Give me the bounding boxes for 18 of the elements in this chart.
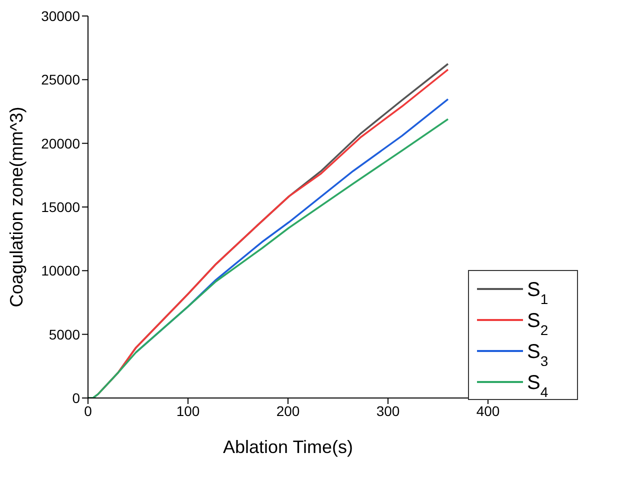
y-tick-label: 10000 <box>41 262 80 279</box>
legend-label: S$_{4}$ <box>527 372 548 400</box>
x-tick-label: 100 <box>176 402 200 419</box>
legend-label: S$_{2}$ <box>527 310 548 338</box>
legend-label: S$_{1}$ <box>527 278 548 306</box>
x-axis-title: Ablation Time(s) <box>222 437 354 457</box>
y-tick-label: 0 <box>72 390 80 406</box>
x-tick-label: 400 <box>476 402 500 419</box>
y-tick-label: 5000 <box>48 326 80 342</box>
x-tick-label: 0 <box>84 402 92 419</box>
x-tick-label: 300 <box>376 402 400 419</box>
y-tick-label: 25000 <box>41 72 80 88</box>
legend-label: S$_{3}$ <box>527 340 548 368</box>
y-tick-label: 30000 <box>41 8 80 24</box>
x-tick-label: 200 <box>276 402 300 419</box>
y-tick-label: 20000 <box>41 135 80 152</box>
y-axis-title: Coagulation zone(mm^3) <box>6 106 26 308</box>
y-tick-label: 15000 <box>41 198 80 215</box>
